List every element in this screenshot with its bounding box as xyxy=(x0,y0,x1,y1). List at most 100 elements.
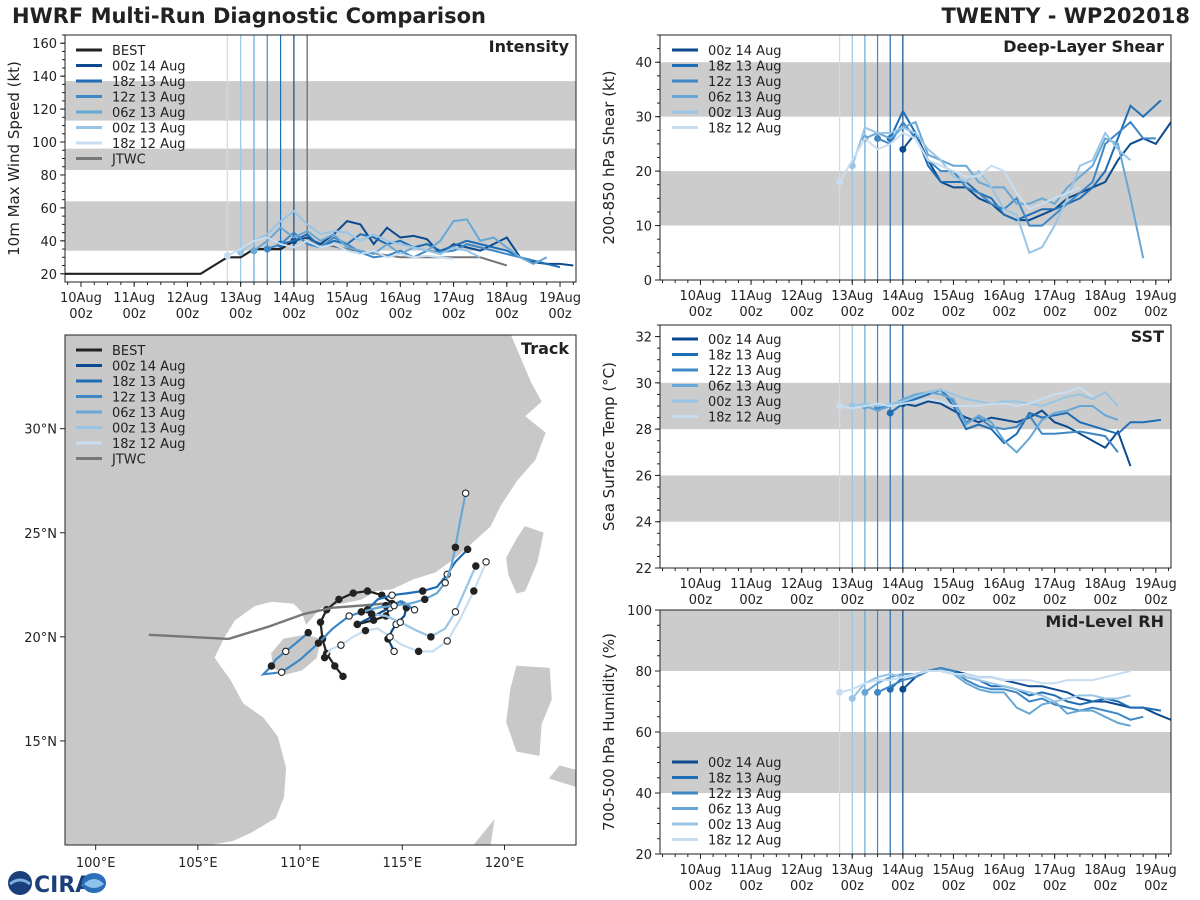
x-tick-day: 19Aug xyxy=(1135,577,1177,592)
legend-label: 12z 13 Aug xyxy=(112,391,186,406)
x-tick-hour: 00z xyxy=(790,305,814,320)
y-tick-label: 30 xyxy=(635,111,652,126)
panel-title: Track xyxy=(521,339,569,358)
x-tick-day: 15Aug xyxy=(932,577,974,592)
y-tick-label: 22 xyxy=(635,562,652,577)
series-start-r18z12 xyxy=(836,178,844,186)
y-tick-label: 20 xyxy=(635,848,652,863)
climo-band xyxy=(660,62,1171,117)
x-tick-day: 12Aug xyxy=(781,577,823,592)
track-marker-r00z14 xyxy=(390,647,398,656)
x-tick-day: 11Aug xyxy=(730,863,772,878)
x-tick-hour: 00z xyxy=(891,305,915,320)
series-line-r00z13 xyxy=(851,126,1132,255)
series-start-r18z12 xyxy=(836,402,844,410)
track-marker-r18z12 xyxy=(361,626,370,635)
philippine-island xyxy=(548,765,576,788)
x-tick-day: 13Aug xyxy=(220,291,262,306)
y-tick-label: 40 xyxy=(40,235,57,250)
x-tick-hour: 00z xyxy=(739,305,763,320)
y-tick-label: 26 xyxy=(635,469,652,484)
x-tick-hour: 00z xyxy=(1144,305,1168,320)
track-marker-r18z12 xyxy=(414,647,423,656)
track-marker-r18z12 xyxy=(386,633,394,641)
hainan-island xyxy=(271,634,321,675)
x-tick-hour: 00z xyxy=(335,307,359,322)
track-marker-r00z13 xyxy=(427,633,435,641)
cira-logo: CIRA xyxy=(8,871,106,898)
series-start-r12z13 xyxy=(874,688,882,696)
x-tick-hour: 00z xyxy=(548,307,572,322)
track-marker-best xyxy=(339,672,347,681)
x-tick-label: 110°E xyxy=(280,856,320,871)
series-line-r18z13 xyxy=(889,99,1162,222)
track-marker-r06z13 xyxy=(390,601,398,610)
series-line-r18z12 xyxy=(839,386,1094,410)
legend-label: 18z 12 Aug xyxy=(112,137,186,152)
series-start-r00z14 xyxy=(899,145,907,153)
legend-label: 00z 13 Aug xyxy=(708,106,782,121)
track-marker-r12z13 xyxy=(267,662,276,670)
track-marker-best xyxy=(349,589,357,597)
legend-label: 18z 13 Aug xyxy=(708,60,782,75)
track-marker-r18z12 xyxy=(470,587,478,595)
x-tick-hour: 00z xyxy=(942,879,966,894)
x-tick-hour: 00z xyxy=(1094,593,1118,608)
series-line-r12z13 xyxy=(266,231,534,262)
legend-label: 12z 13 Aug xyxy=(112,91,186,106)
series-start-r18z12 xyxy=(223,252,231,260)
y-tick-label: 80 xyxy=(635,665,652,680)
series-line-r00z14 xyxy=(902,400,1132,467)
legend-label: 12z 13 Aug xyxy=(708,787,782,802)
track-marker-r12z13 xyxy=(314,639,323,647)
track-line-r06z13 xyxy=(361,492,467,613)
track-marker-r06z13 xyxy=(357,608,366,616)
x-tick-hour: 00z xyxy=(1043,305,1067,320)
series-line-r00z13 xyxy=(240,209,481,259)
x-tick-hour: 00z xyxy=(1043,593,1067,608)
legend-label: 06z 13 Aug xyxy=(112,106,186,121)
x-tick-hour: 00z xyxy=(841,879,865,894)
series-line-r18z12 xyxy=(226,236,454,260)
x-tick-hour: 00z xyxy=(739,879,763,894)
series-line-r18z13 xyxy=(280,232,561,269)
x-tick-day: 12Aug xyxy=(166,291,208,306)
series-line-r18z12 xyxy=(839,670,1131,694)
track-marker-r06z13 xyxy=(451,543,460,552)
y-axis-label: 10m Max Wind Speed (kt) xyxy=(5,61,23,256)
series-line-r06z13 xyxy=(864,120,1145,259)
y-tick-label: 32 xyxy=(635,331,652,346)
x-tick-hour: 00z xyxy=(992,593,1016,608)
track-marker-r18z12 xyxy=(443,637,451,645)
x-tick-day: 12Aug xyxy=(781,289,823,304)
x-tick-day: 18Aug xyxy=(1084,577,1126,592)
x-tick-hour: 00z xyxy=(841,305,865,320)
legend-label: 18z 12 Aug xyxy=(708,411,782,426)
y-tick-label: 60 xyxy=(635,726,652,741)
x-tick-day: 12Aug xyxy=(781,863,823,878)
track-marker-r12z13 xyxy=(277,668,286,676)
x-tick-day: 14Aug xyxy=(882,577,924,592)
x-tick-day: 16Aug xyxy=(379,291,421,306)
x-tick-hour: 00z xyxy=(69,307,93,322)
x-tick-day: 19Aug xyxy=(1135,863,1177,878)
track-marker-r00z13 xyxy=(451,608,460,616)
track-line-jtwc xyxy=(148,602,387,641)
x-tick-hour: 00z xyxy=(1094,879,1118,894)
y-tick-label: 0 xyxy=(644,274,652,289)
y-tick-label: 30 xyxy=(635,377,652,392)
climo-band xyxy=(660,475,1171,522)
x-tick-hour: 00z xyxy=(790,593,814,608)
legend-label: BEST xyxy=(112,344,145,359)
x-tick-day: 14Aug xyxy=(882,863,924,878)
y-tick-label: 120 xyxy=(32,103,57,118)
x-tick-day: 11Aug xyxy=(730,577,772,592)
legend-label: 18z 12 Aug xyxy=(708,834,782,849)
x-tick-label: 100°E xyxy=(76,856,116,871)
palawan-island xyxy=(473,818,495,845)
climo-band xyxy=(660,732,1171,793)
taiwan-island xyxy=(506,526,544,594)
